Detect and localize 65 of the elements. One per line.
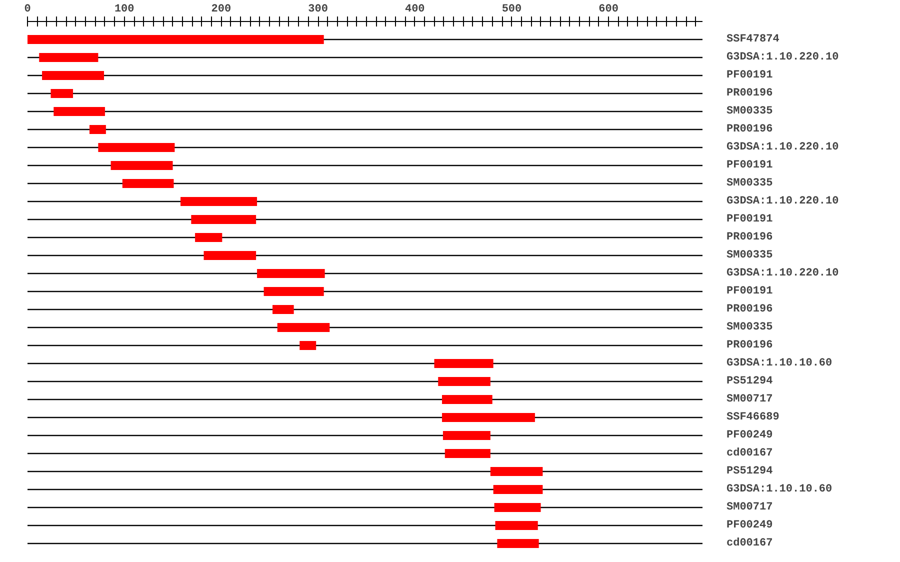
y-tick-label: G3DSA:1.10.220.10 <box>726 52 839 64</box>
y-tick-label: cd00167 <box>726 538 773 550</box>
bar <box>42 71 104 80</box>
bar <box>54 107 105 116</box>
y-tick-label: PF00191 <box>726 160 774 172</box>
bar <box>50 89 74 98</box>
bar <box>180 197 258 206</box>
bar <box>28 35 324 44</box>
bar <box>195 233 222 242</box>
bar <box>444 449 490 458</box>
y-tick-label: PR00196 <box>726 340 773 352</box>
bar <box>300 341 316 350</box>
x-tick-label: 500 <box>502 4 522 16</box>
bar <box>494 503 541 512</box>
bar <box>89 125 106 134</box>
bar <box>442 413 535 422</box>
x-tick-label: 0 <box>24 4 31 16</box>
bar <box>191 215 256 224</box>
bar <box>434 359 494 368</box>
x-tick-label: 100 <box>114 4 134 16</box>
bar <box>497 539 539 548</box>
bar <box>272 305 294 314</box>
bar <box>442 431 490 440</box>
bar <box>39 53 98 62</box>
bar <box>438 377 490 386</box>
y-tick-label: PF00191 <box>726 286 774 298</box>
bar <box>204 251 256 260</box>
y-tick-label: PS51294 <box>726 466 774 478</box>
y-tick-label: G3DSA:1.10.220.10 <box>726 268 839 280</box>
y-tick-label: PF00249 <box>726 430 773 442</box>
bar <box>257 269 325 278</box>
y-tick-label: PF00191 <box>726 214 774 226</box>
y-tick-label: G3DSA:1.10.220.10 <box>726 142 839 154</box>
bar <box>264 287 324 296</box>
x-tick-label: 400 <box>404 4 425 16</box>
y-tick-label: SM00335 <box>726 250 774 262</box>
y-tick-label: PF00191 <box>726 70 774 82</box>
bar <box>495 521 538 530</box>
y-tick-label: SM00335 <box>726 322 774 334</box>
bar <box>122 179 174 188</box>
bar <box>442 395 492 404</box>
bar <box>110 161 173 170</box>
y-tick-label: SSF46689 <box>726 412 780 424</box>
x-tick-label: 300 <box>308 4 328 16</box>
y-tick-label: PS51294 <box>726 376 774 388</box>
y-tick-label: PF00249 <box>726 520 773 532</box>
y-tick-label: SM00335 <box>726 178 774 190</box>
y-tick-label: PR00196 <box>726 124 773 136</box>
bar <box>277 323 330 332</box>
y-tick-label: SM00717 <box>726 502 773 514</box>
x-tick-label: 200 <box>211 4 232 16</box>
y-tick-label: SSF47874 <box>726 34 780 46</box>
y-tick-label: PR00196 <box>726 88 773 100</box>
y-tick-label: SM00335 <box>726 106 774 118</box>
y-tick-label: cd00167 <box>726 448 773 460</box>
y-tick-label: G3DSA:1.10.220.10 <box>726 196 839 208</box>
x-tick-label: 600 <box>598 4 618 16</box>
bar <box>98 143 175 152</box>
bar <box>490 467 543 476</box>
bar <box>493 485 543 494</box>
y-tick-label: PR00196 <box>726 232 773 244</box>
y-tick-label: PR00196 <box>726 304 773 316</box>
y-tick-label: G3DSA:1.10.10.60 <box>726 484 832 496</box>
y-tick-label: G3DSA:1.10.10.60 <box>726 358 832 370</box>
y-tick-label: SM00717 <box>726 394 773 406</box>
